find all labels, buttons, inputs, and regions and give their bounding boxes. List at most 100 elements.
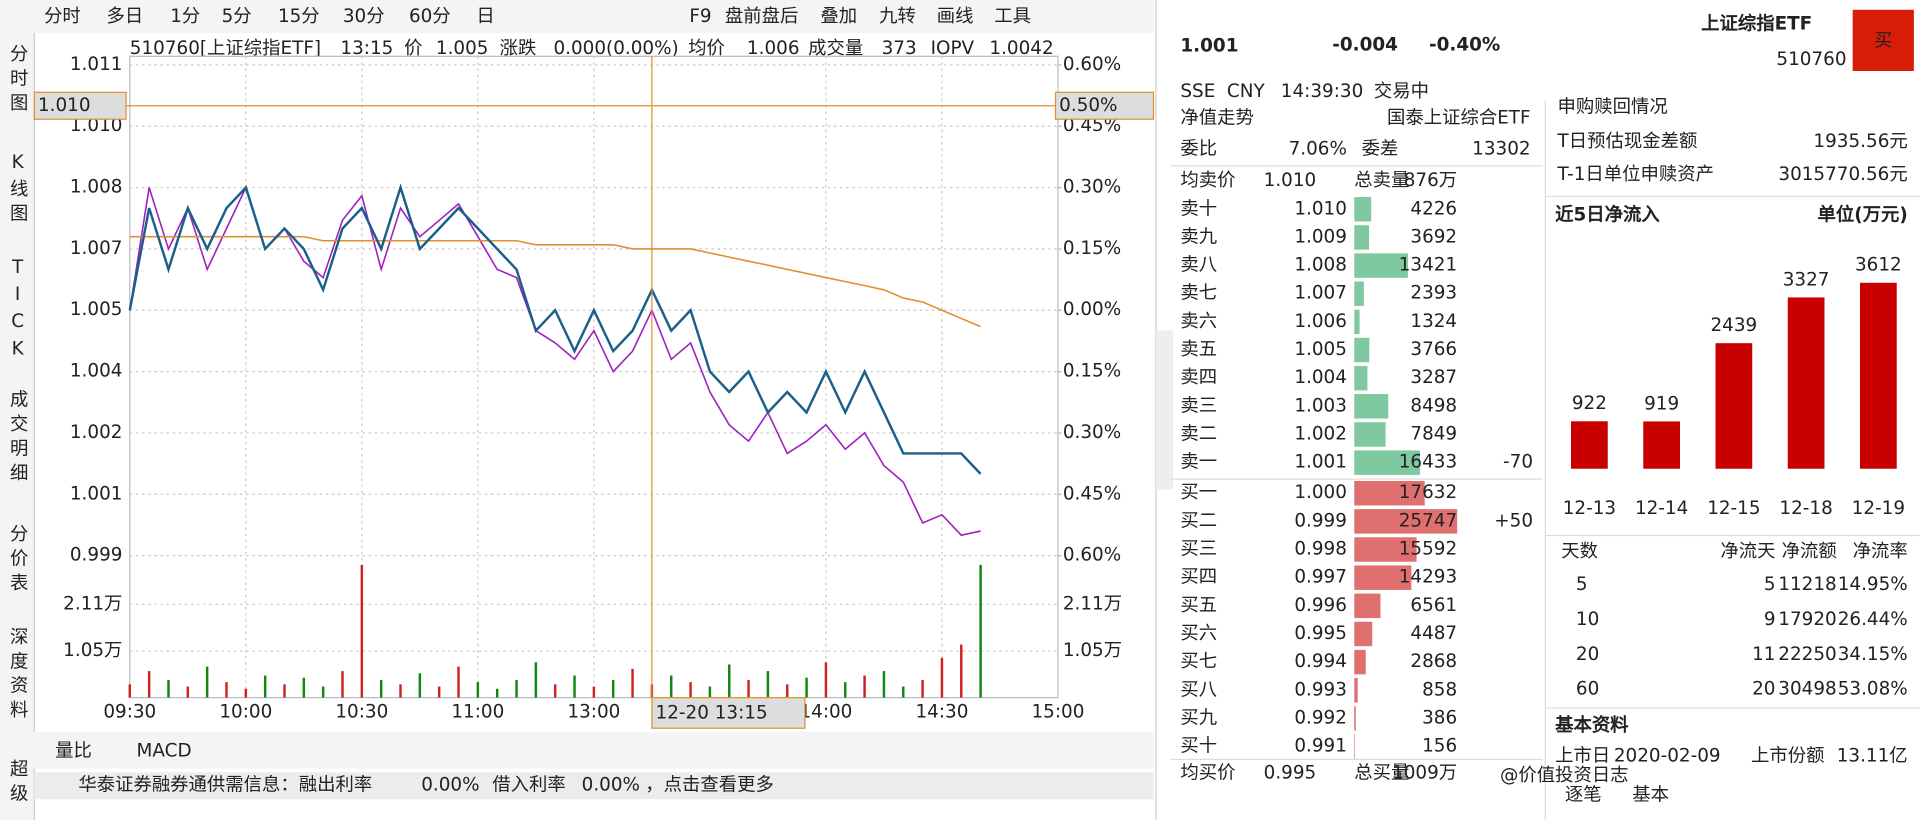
book-volume: 7849: [1410, 423, 1457, 444]
buy-button[interactable]: [1852, 9, 1914, 71]
book-price: 1.002: [1294, 423, 1347, 444]
table-cell: 20: [1752, 679, 1775, 700]
sidebar-tab[interactable]: K线图: [7, 152, 28, 228]
period-tab[interactable]: 5分: [222, 6, 252, 27]
bar-value-label: 3612: [1855, 255, 1902, 276]
y-tick-label: 1.008: [70, 177, 123, 198]
sidebar-tab[interactable]: 超级: [7, 759, 28, 808]
book-price: 0.991: [1294, 736, 1347, 757]
y-tick-label: 1.001: [70, 483, 123, 504]
sidebar-tab[interactable]: 成交明细: [7, 389, 28, 487]
tool-button[interactable]: F9: [689, 6, 711, 27]
collapse-handle[interactable]: [1155, 330, 1174, 490]
volume-bar: [805, 677, 808, 698]
sidebar-tab[interactable]: 深度资料: [7, 627, 28, 725]
nav-label: 净值走势: [1180, 108, 1253, 129]
period-tab[interactable]: 1分: [170, 6, 200, 27]
book-volume: 15592: [1399, 539, 1457, 560]
security-code: 510760: [1776, 49, 1846, 70]
tool-button[interactable]: 盘前盘后: [725, 6, 798, 27]
inflow-bar: [1715, 343, 1753, 469]
y2-tick-label: 0.45%: [1063, 483, 1121, 504]
quote-field: 1.006: [747, 38, 800, 59]
book-bar: [1354, 394, 1389, 419]
volume-tick-label: 2.11万: [1063, 593, 1122, 614]
inflow-bar: [1643, 421, 1680, 469]
status-field: 交易中: [1374, 81, 1429, 102]
tool-button[interactable]: 叠加: [820, 6, 857, 27]
book-bar: [1354, 253, 1408, 278]
volume-bar: [418, 673, 422, 698]
volume-bar: [553, 684, 557, 698]
table-cell: 5: [1576, 574, 1588, 595]
book-bar: [1354, 509, 1458, 534]
book-price: 0.998: [1294, 539, 1347, 560]
summary-value: 0.995: [1264, 762, 1317, 783]
sidebar-tab[interactable]: 分价表: [7, 524, 28, 597]
panel-tab[interactable]: 逐笔: [1565, 785, 1602, 806]
table-cell: 17920: [1778, 609, 1836, 630]
table-cell: 14.95%: [1838, 574, 1908, 595]
x-tick-label: 12-19: [1852, 498, 1905, 519]
table-cell: 53.08%: [1838, 679, 1908, 700]
x-tick-label: 11:00: [451, 701, 504, 722]
period-tab[interactable]: 30分: [343, 6, 385, 27]
volume-bar: [786, 684, 789, 698]
book-bar: [1354, 480, 1425, 506]
volume-bar: [147, 671, 151, 698]
period-tab[interactable]: 60分: [409, 6, 451, 27]
tool-button[interactable]: 画线: [937, 6, 974, 27]
volume-bar: [902, 686, 905, 698]
indicator-tab[interactable]: 量比: [55, 740, 92, 761]
x-tick-label: 12-14: [1635, 498, 1688, 519]
book-level: 卖七: [1180, 283, 1217, 304]
y-tick-label: 1.004: [70, 361, 123, 382]
indicator-tab[interactable]: MACD: [137, 740, 192, 761]
volume-bar: [708, 686, 712, 698]
period-tab[interactable]: 日: [476, 6, 494, 27]
book-price: 0.993: [1294, 679, 1347, 700]
volume-bar: [824, 662, 828, 698]
buy-label[interactable]: 买: [1874, 31, 1892, 52]
volume-bar: [515, 679, 518, 698]
book-bar: [1354, 365, 1368, 391]
period-tab[interactable]: 多日: [107, 6, 144, 27]
book-volume: 858: [1422, 679, 1457, 700]
table-header: 净流率: [1853, 541, 1908, 562]
volume-bar: [399, 684, 402, 698]
tab-bar-bg: [0, 731, 1154, 769]
book-volume: 13421: [1399, 255, 1457, 276]
tool-button[interactable]: 工具: [994, 6, 1031, 27]
panel-tab[interactable]: 基本: [1632, 785, 1669, 806]
book-price: 0.996: [1294, 595, 1347, 616]
volume-tick-label: 1.05万: [63, 640, 122, 661]
table-header: 净流额: [1782, 541, 1837, 562]
inflow-bar: [1571, 421, 1608, 469]
volume-bar: [321, 686, 325, 698]
book-level: 卖五: [1180, 339, 1217, 360]
volume-bar: [728, 664, 731, 698]
book-bar: [1354, 197, 1372, 222]
crosshair-label: 0.50%: [1059, 95, 1117, 116]
x-tick-label: 14:30: [915, 701, 968, 722]
table-cell: 5: [1764, 574, 1776, 595]
separator: [1170, 165, 1543, 167]
sidebar-tab[interactable]: TICK: [7, 257, 28, 365]
book-level: 买十: [1180, 736, 1217, 757]
book-price: 1.003: [1294, 395, 1347, 416]
price-line: [129, 235, 981, 328]
notice-text[interactable]: ，点击查看更多: [645, 775, 774, 796]
book-price: 0.994: [1294, 651, 1347, 672]
info-label: T-1日单位申赎资产: [1557, 164, 1714, 185]
period-tab[interactable]: 15分: [278, 6, 320, 27]
tool-button[interactable]: 九转: [879, 6, 916, 27]
period-tab[interactable]: 分时: [44, 6, 81, 27]
volume-bar: [476, 682, 480, 698]
sidebar-tab[interactable]: 分时图: [7, 44, 28, 117]
crosshair-box: [33, 91, 127, 120]
book-volume: 14293: [1399, 567, 1457, 588]
bar-value-label: 2439: [1711, 315, 1758, 336]
y-tick-label: 1.005: [70, 299, 123, 320]
chart-unit: 单位(万元): [1817, 203, 1907, 225]
inflow-bar: [1787, 297, 1825, 469]
